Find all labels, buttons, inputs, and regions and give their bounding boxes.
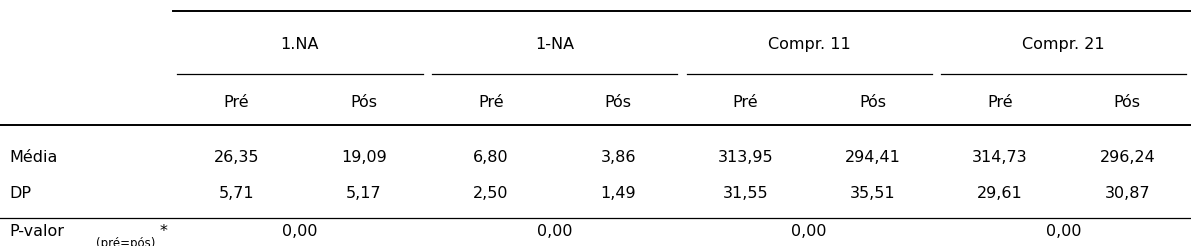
Text: 26,35: 26,35 xyxy=(213,150,260,165)
Text: Pré: Pré xyxy=(478,95,504,109)
Text: Pré: Pré xyxy=(224,95,249,109)
Text: Pós: Pós xyxy=(605,95,631,109)
Text: 313,95: 313,95 xyxy=(718,150,773,165)
Text: 5,71: 5,71 xyxy=(218,186,254,200)
Text: 314,73: 314,73 xyxy=(972,150,1028,165)
Text: 35,51: 35,51 xyxy=(850,186,896,200)
Text: 5,17: 5,17 xyxy=(345,186,381,200)
Text: 31,55: 31,55 xyxy=(723,186,768,200)
Text: 294,41: 294,41 xyxy=(844,150,900,165)
Text: 0,00: 0,00 xyxy=(282,224,318,239)
Text: 29,61: 29,61 xyxy=(977,186,1023,200)
Text: Compr. 11: Compr. 11 xyxy=(768,37,850,52)
Text: *: * xyxy=(160,224,168,239)
Text: 1-NA: 1-NA xyxy=(535,37,574,52)
Text: 6,80: 6,80 xyxy=(473,150,509,165)
Text: 1,49: 1,49 xyxy=(600,186,636,200)
Text: Pós: Pós xyxy=(350,95,378,109)
Text: 1.NA: 1.NA xyxy=(281,37,319,52)
Text: 0,00: 0,00 xyxy=(1046,224,1081,239)
Text: Pós: Pós xyxy=(1114,95,1141,109)
Text: 0,00: 0,00 xyxy=(537,224,573,239)
Text: Pós: Pós xyxy=(859,95,886,109)
Text: 296,24: 296,24 xyxy=(1099,150,1155,165)
Text: Compr. 21: Compr. 21 xyxy=(1022,37,1105,52)
Text: DP: DP xyxy=(10,186,31,200)
Text: 30,87: 30,87 xyxy=(1104,186,1151,200)
Text: 2,50: 2,50 xyxy=(473,186,509,200)
Text: 0,00: 0,00 xyxy=(791,224,827,239)
Text: (pré=pós): (pré=pós) xyxy=(96,237,156,246)
Text: P-valor: P-valor xyxy=(10,224,64,239)
Text: Média: Média xyxy=(10,150,58,165)
Text: Pré: Pré xyxy=(987,95,1012,109)
Text: 3,86: 3,86 xyxy=(600,150,636,165)
Text: 19,09: 19,09 xyxy=(341,150,387,165)
Text: Pré: Pré xyxy=(732,95,759,109)
